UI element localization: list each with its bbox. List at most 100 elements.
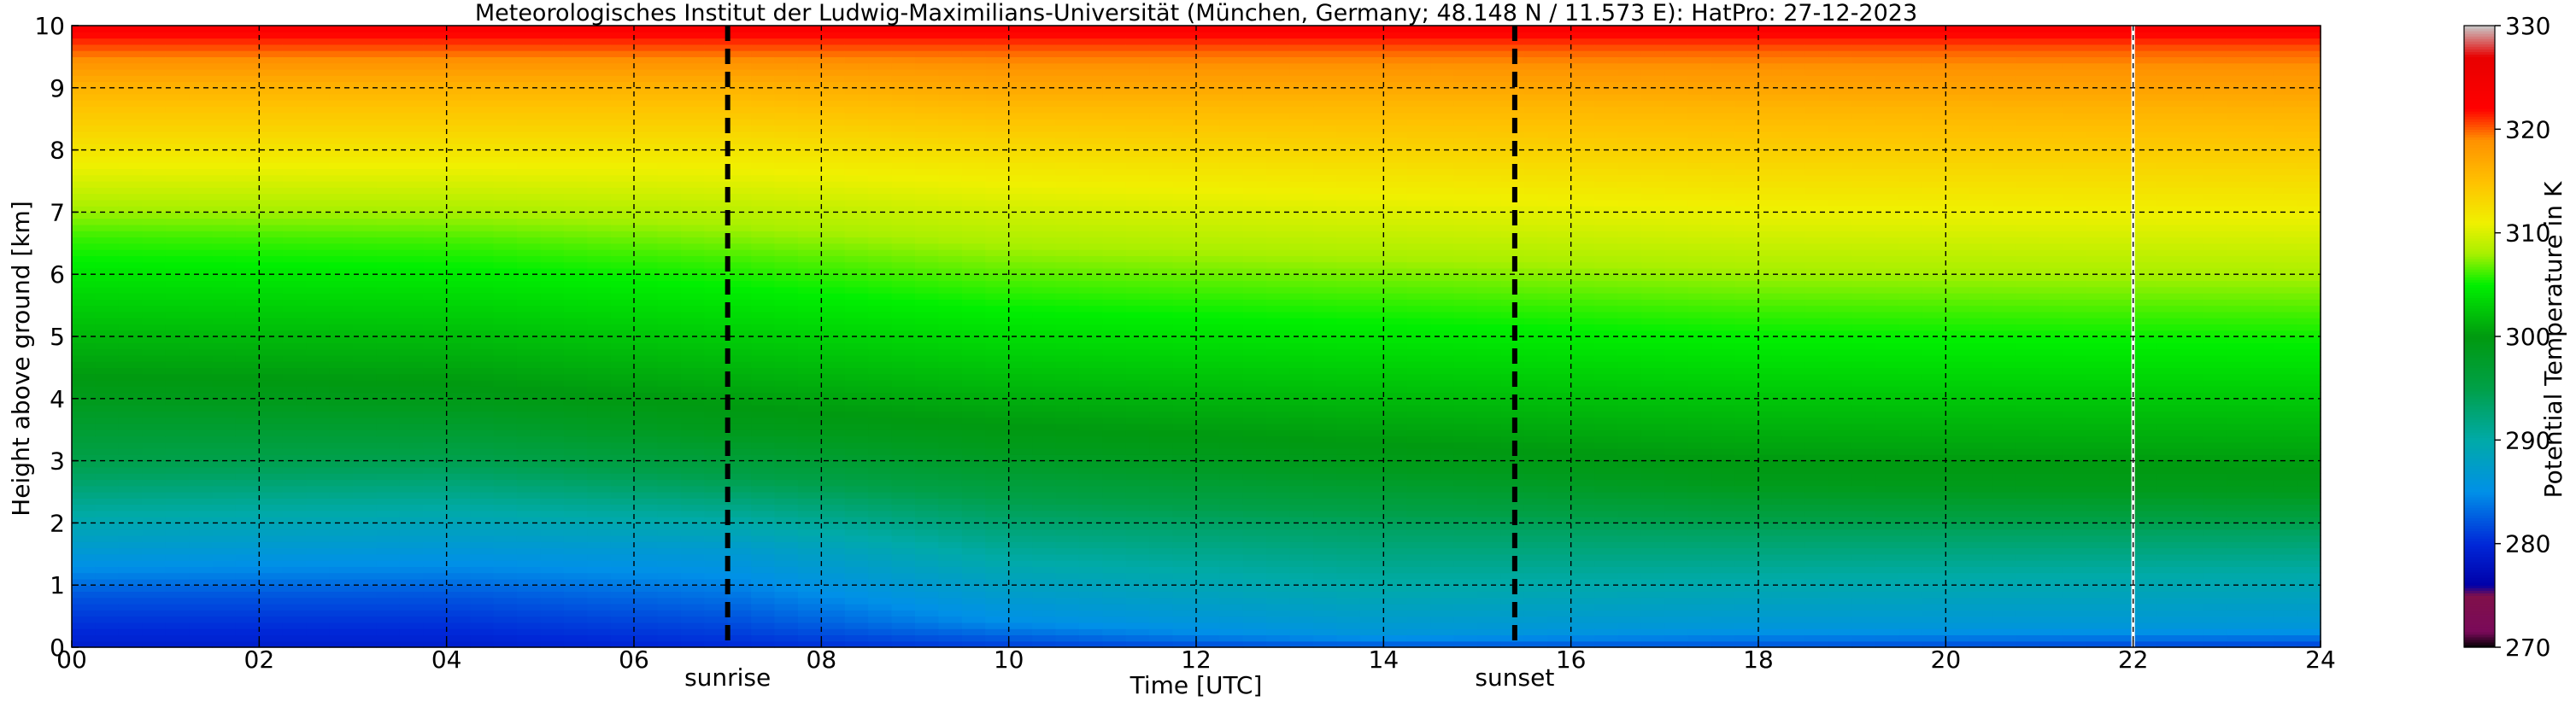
heatmap-cell	[634, 125, 659, 132]
heatmap-cell	[704, 616, 729, 623]
heatmap-cell	[868, 354, 893, 362]
heatmap-cell	[540, 398, 565, 406]
heatmap-cell	[844, 367, 869, 375]
heatmap-cell	[563, 423, 588, 430]
heatmap-cell	[165, 591, 190, 599]
heatmap-cell	[938, 62, 963, 70]
heatmap-cell	[212, 466, 237, 474]
heatmap-cell	[212, 112, 237, 120]
heatmap-cell	[1172, 547, 1197, 555]
heatmap-cell	[610, 249, 635, 256]
heatmap-cell	[95, 622, 120, 629]
heatmap-cell	[353, 498, 378, 505]
heatmap-cell	[704, 354, 729, 362]
heatmap-cell	[985, 541, 1010, 549]
heatmap-cell	[516, 81, 541, 89]
heatmap-cell	[306, 504, 331, 511]
heatmap-cell	[1032, 479, 1057, 487]
heatmap-cell	[306, 604, 331, 611]
heatmap-cell	[680, 137, 705, 144]
heatmap-cell	[1172, 591, 1197, 599]
heatmap-cell	[329, 106, 354, 114]
heatmap-cell	[95, 566, 120, 574]
heatmap-cell	[704, 280, 729, 288]
heatmap-cell	[1032, 218, 1057, 225]
heatmap-cell	[1172, 119, 1197, 126]
heatmap-cell	[212, 267, 237, 275]
heatmap-cell	[189, 318, 214, 325]
heatmap-cell	[657, 597, 682, 605]
heatmap-cell	[610, 535, 635, 542]
heatmap-cell	[610, 212, 635, 219]
heatmap-cell	[891, 249, 916, 256]
heatmap-cell	[1032, 423, 1057, 430]
heatmap-cell	[376, 640, 401, 648]
heatmap-cell	[306, 32, 331, 39]
heatmap-cell	[1078, 578, 1103, 586]
heatmap-cell	[915, 448, 940, 455]
heatmap-cell	[891, 535, 916, 542]
heatmap-cell	[1102, 597, 1127, 605]
heatmap-cell	[868, 585, 893, 593]
heatmap-cell	[1032, 454, 1057, 462]
heatmap-cell	[423, 604, 448, 611]
heatmap-cell	[540, 224, 565, 231]
heatmap-cell	[95, 106, 120, 114]
heatmap-cell	[212, 572, 237, 580]
heatmap-cell	[516, 535, 541, 542]
heatmap-cell	[774, 75, 799, 83]
heatmap-cell	[844, 411, 869, 418]
heatmap-cell	[282, 168, 307, 176]
heatmap-cell	[329, 386, 354, 394]
heatmap-cell	[72, 398, 97, 406]
heatmap-cell	[72, 466, 97, 474]
heatmap-cell	[727, 560, 752, 567]
heatmap-cell	[915, 56, 940, 64]
heatmap-cell	[680, 212, 705, 219]
heatmap-cell	[306, 261, 331, 269]
heatmap-cell	[72, 504, 97, 511]
heatmap-cell	[1172, 174, 1197, 182]
heatmap-cell	[774, 137, 799, 144]
heatmap-cell	[938, 336, 963, 343]
heatmap-cell	[1102, 68, 1127, 76]
heatmap-cell	[165, 293, 190, 300]
heatmap-cell	[868, 62, 893, 70]
heatmap-cell	[797, 318, 822, 325]
heatmap-cell	[353, 585, 378, 593]
heatmap-cell	[1032, 411, 1057, 418]
heatmap-cell	[1008, 267, 1033, 275]
heatmap-cell	[329, 591, 354, 599]
heatmap-cell	[704, 155, 729, 163]
heatmap-cell	[540, 578, 565, 586]
heatmap-cell	[915, 280, 940, 288]
heatmap-cell	[282, 610, 307, 617]
heatmap-cell	[329, 68, 354, 76]
heatmap-cell	[1102, 162, 1127, 170]
heatmap-cell	[961, 75, 986, 83]
heatmap-cell	[282, 504, 307, 511]
heatmap-cell	[399, 293, 424, 300]
heatmap-cell	[165, 81, 190, 89]
heatmap-cell	[1149, 50, 1174, 57]
heatmap-cell	[821, 224, 846, 231]
heatmap-cell	[844, 541, 869, 549]
heatmap-cell	[844, 231, 869, 238]
heatmap-cell	[165, 106, 190, 114]
heatmap-cell	[587, 168, 612, 176]
heatmap-cell	[212, 492, 237, 499]
heatmap-cell	[1055, 231, 1080, 238]
heatmap-cell	[95, 212, 120, 219]
heatmap-cell	[1008, 131, 1033, 138]
heatmap-cell	[1125, 38, 1150, 45]
heatmap-cell	[259, 26, 284, 32]
heatmap-cell	[235, 492, 260, 499]
heatmap-cell	[868, 274, 893, 282]
heatmap-cell	[212, 535, 237, 542]
heatmap-cell	[961, 560, 986, 567]
heatmap-cell	[1055, 100, 1080, 108]
heatmap-cell	[189, 398, 214, 406]
heatmap-cell	[142, 361, 167, 368]
heatmap-cell	[1008, 38, 1033, 45]
heatmap-cell	[774, 149, 799, 157]
